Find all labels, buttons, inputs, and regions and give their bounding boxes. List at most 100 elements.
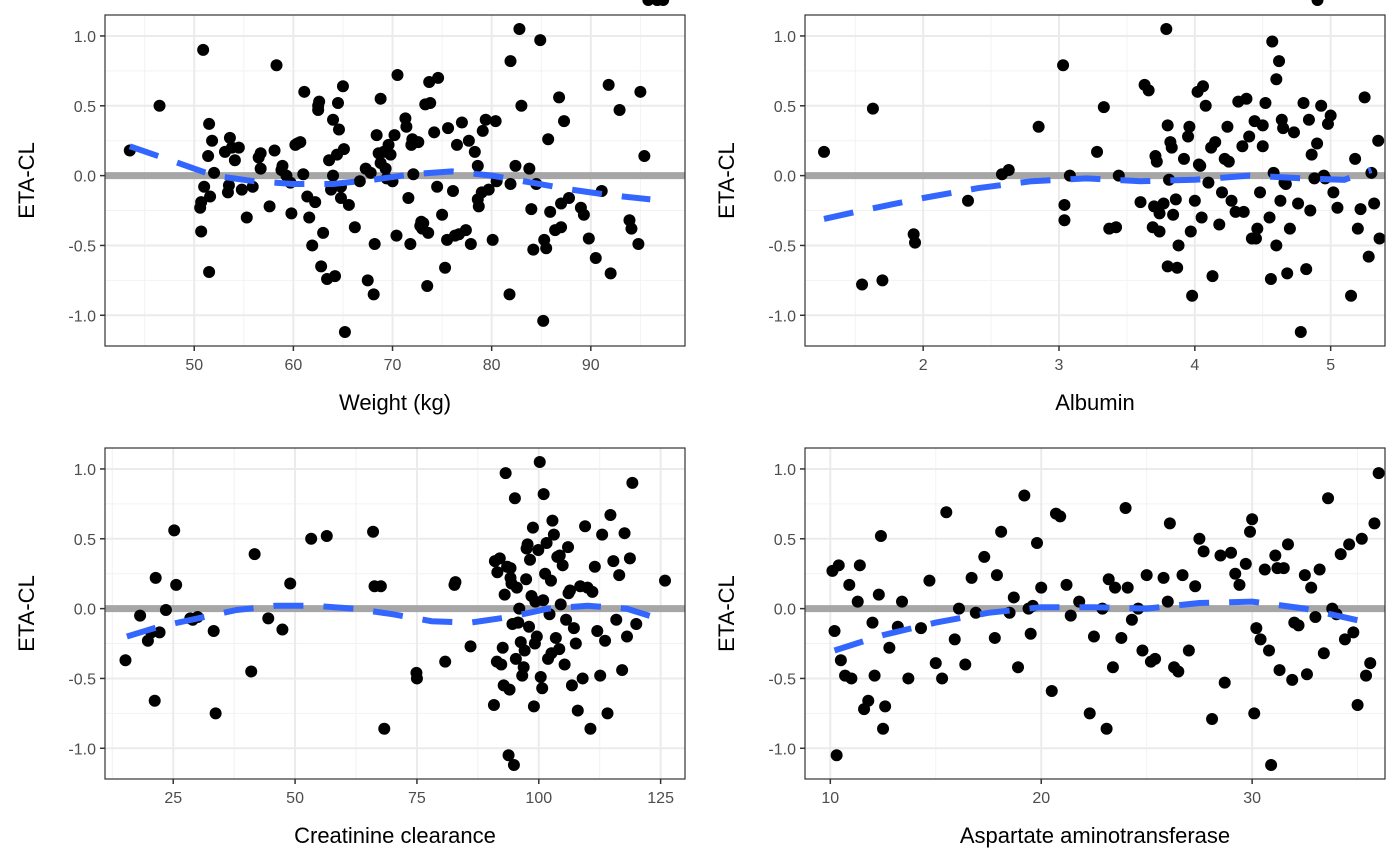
panel-border [104, 447, 686, 780]
data-point [1355, 532, 1368, 545]
data-point [988, 631, 1001, 644]
data-point [436, 208, 449, 221]
data-point [1172, 239, 1185, 252]
data-point [228, 154, 241, 167]
data-point [1193, 532, 1206, 545]
data-point [1222, 155, 1235, 168]
data-point [1176, 569, 1189, 582]
data-point [545, 647, 558, 660]
data-point [1360, 669, 1373, 682]
data-point [523, 162, 536, 175]
data-point [504, 55, 517, 68]
data-point [384, 148, 397, 161]
y-tick-label: -1.0 [68, 308, 96, 325]
data-point [1057, 59, 1070, 72]
data-point [577, 208, 590, 221]
data-point [540, 242, 553, 255]
y-tick-label: -0.5 [768, 671, 796, 688]
data-point [1087, 630, 1100, 643]
x-tick-label: 30 [1243, 790, 1261, 807]
data-point [1258, 563, 1271, 576]
data-point [613, 569, 626, 582]
data-point [455, 116, 468, 129]
y-tick-label: 1.0 [774, 462, 796, 479]
data-point [1250, 622, 1263, 635]
data-point [1206, 712, 1219, 725]
data-point [537, 488, 550, 501]
loess-smooth-line [833, 598, 1363, 654]
data-point [1140, 569, 1153, 582]
data-point [542, 133, 555, 146]
data-point [621, 630, 633, 643]
data-point [1206, 270, 1219, 283]
data-point [1184, 225, 1197, 238]
data-point [462, 134, 475, 147]
y-axis-title: ETA-CL [14, 142, 39, 219]
data-point [1297, 96, 1310, 109]
data-point [1097, 101, 1110, 114]
data-point [1031, 536, 1043, 549]
data-point [1163, 517, 1176, 530]
x-tick-label: 60 [284, 357, 302, 374]
data-point [431, 180, 444, 193]
data-point [896, 595, 909, 608]
data-point [502, 749, 515, 762]
data-point [613, 103, 626, 116]
data-point [510, 581, 523, 594]
data-point [270, 59, 283, 72]
data-point [1125, 613, 1138, 626]
data-point [338, 326, 351, 339]
data-point [168, 524, 181, 537]
data-point [203, 117, 216, 130]
data-point [361, 274, 374, 287]
data-point [1083, 707, 1096, 720]
data-point [533, 455, 546, 468]
x-tick-label: 2 [919, 357, 928, 374]
data-point [1172, 665, 1185, 678]
panel-weight-kg: 50 60 70 80 90 1.0 0.5 0.0 -0.5 -1.0 Weight (kg) ET… [14, 0, 686, 415]
data-point [422, 226, 435, 239]
data-point [504, 177, 517, 190]
data-point [1161, 119, 1174, 132]
data-point [364, 166, 377, 179]
data-point [1054, 510, 1067, 523]
data-point [1274, 194, 1287, 207]
data-point [1153, 225, 1166, 238]
data-point [929, 657, 942, 670]
data-point [449, 576, 462, 589]
data-point [1270, 239, 1283, 252]
data-point [1256, 140, 1269, 153]
data-point [1199, 99, 1212, 112]
data-point [596, 528, 609, 541]
data-point [245, 665, 258, 678]
data-point [464, 238, 477, 251]
data-point [1300, 668, 1313, 681]
data-point [638, 150, 651, 163]
data-point [1251, 222, 1264, 235]
data-point [1265, 759, 1278, 772]
data-point [1060, 578, 1073, 591]
data-point [512, 616, 525, 629]
data-point [834, 654, 847, 667]
data-point [1338, 633, 1351, 646]
data-point [1209, 136, 1222, 149]
data-point [534, 671, 547, 684]
loess-smooth-line [126, 602, 655, 640]
y-tick-label: 0.0 [774, 169, 796, 186]
panel-border [804, 447, 1386, 780]
data-point [1236, 140, 1249, 153]
data-point [909, 236, 922, 249]
data-point [534, 34, 547, 47]
data-point [1263, 211, 1276, 224]
data-point [1194, 159, 1207, 172]
data-point [1373, 232, 1386, 245]
data-point [604, 267, 617, 280]
data-point [276, 623, 289, 636]
data-point [1327, 186, 1340, 199]
data-point [402, 191, 415, 204]
data-point [549, 631, 562, 644]
data-point [1149, 652, 1162, 665]
data-point [404, 238, 417, 251]
data-point [1300, 263, 1313, 276]
data-point [1266, 35, 1279, 48]
